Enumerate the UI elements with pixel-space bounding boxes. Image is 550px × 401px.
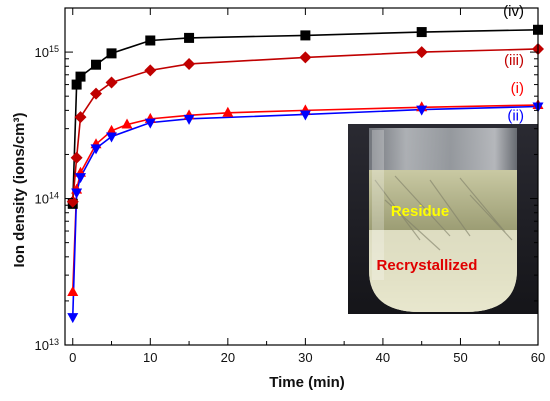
series-1-point: [75, 71, 86, 82]
series-4-point: [67, 313, 79, 324]
series-3-point: [222, 106, 234, 117]
series-1-point: [71, 79, 82, 90]
x-tick-label: 10: [143, 350, 157, 365]
series-2-point: [74, 111, 87, 124]
series-4-point: [71, 188, 83, 199]
series-2-point: [299, 51, 312, 64]
x-tick-label: 20: [221, 350, 235, 365]
x-axis-title: Time (min): [269, 374, 345, 391]
series-line-2: [71, 48, 539, 202]
series-1-point: [91, 59, 102, 70]
series-1-point: [145, 35, 156, 46]
vial-contents: [369, 170, 517, 312]
x-tick-label: 50: [453, 350, 467, 365]
inset-label-residue: Residue: [391, 203, 449, 220]
series-3-point: [106, 124, 118, 135]
inset-photo: Residue Recrystallized: [348, 124, 538, 314]
x-tick-label: 0: [69, 350, 76, 365]
series-4-point: [90, 144, 102, 155]
series-2-point: [183, 57, 196, 70]
series-1-point: [416, 27, 427, 38]
series-line-4: [71, 105, 539, 318]
series-4-point: [416, 105, 428, 116]
series-3-point: [121, 118, 133, 129]
series-label-3: (i): [511, 80, 524, 97]
series-label-1: (iv): [503, 3, 524, 20]
series-4-point: [106, 132, 118, 143]
x-tick-label: 40: [376, 350, 390, 365]
series-2-point: [144, 64, 157, 77]
series-2-point: [105, 76, 118, 89]
series-2-point: [415, 46, 428, 59]
axes-layer: [64, 7, 539, 346]
y-axis-title: Ion density (ions/cm³): [11, 112, 28, 267]
series-1-point: [300, 30, 311, 41]
series-2-point: [90, 87, 103, 100]
vial-highlight: [372, 130, 384, 280]
labels-layer: 0 10 20 30 40 50 60 1013 1014 1015 (iv) (iii) (i) (ii…: [35, 3, 546, 365]
x-tick-label: 60: [531, 350, 545, 365]
series-1-point: [184, 32, 195, 43]
series-4-point: [144, 118, 156, 129]
series-2-point: [70, 151, 83, 164]
y-tick-label: 1014: [35, 191, 59, 207]
plot-frame: [64, 7, 539, 346]
x-tick-label: 30: [298, 350, 312, 365]
y-tick-label: 1015: [35, 44, 59, 60]
series-4-point: [75, 173, 87, 184]
series-3-point: [67, 286, 79, 297]
inset-label-recrystallized: Recrystallized: [377, 257, 478, 274]
series-label-4: (ii): [507, 108, 524, 125]
series-label-2: (iii): [504, 52, 524, 69]
series-4-point: [299, 110, 311, 121]
series-1-point: [106, 48, 117, 59]
series-4-point: [183, 114, 195, 125]
y-tick-label: 1013: [35, 337, 59, 353]
